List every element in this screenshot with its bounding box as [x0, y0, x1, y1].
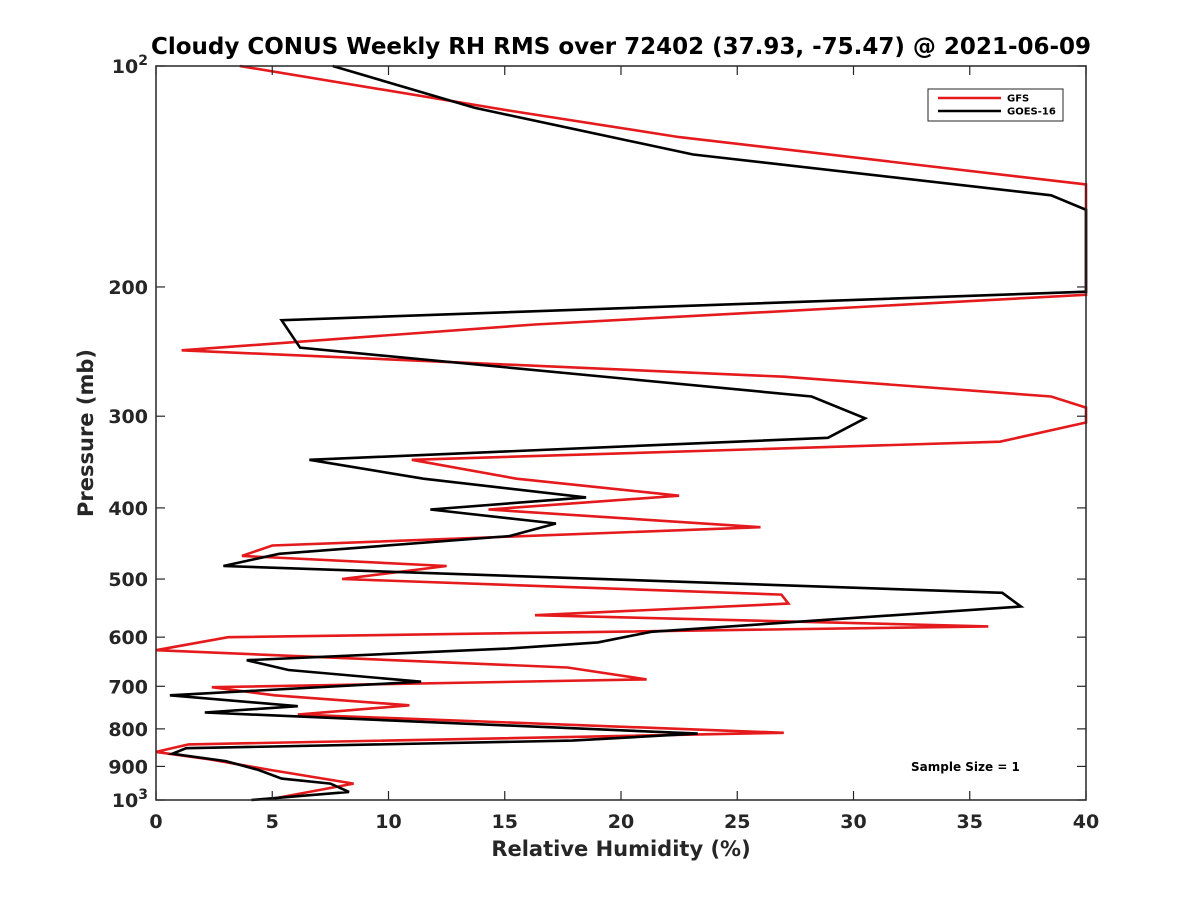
plot-frame — [155, 65, 1087, 801]
x-tick-label: 25 — [724, 811, 750, 833]
chart-title: Cloudy CONUS Weekly RH RMS over 72402 (3… — [151, 34, 1091, 60]
y-tick-label: 900 — [108, 756, 148, 778]
plot-lines — [155, 64, 1088, 802]
y-tick-label: 800 — [108, 719, 148, 741]
x-axis-label: Relative Humidity (%) — [491, 837, 750, 861]
y-tick-label: 200 — [108, 277, 148, 299]
y-tick-label: 400 — [108, 498, 148, 520]
y-tick-label: 600 — [108, 627, 148, 649]
x-tick-label: 35 — [957, 811, 983, 833]
sample-size-annotation: Sample Size = 1 — [911, 760, 1020, 774]
y-tick-label: 103 — [112, 787, 148, 812]
x-tick-label: 40 — [1073, 811, 1099, 833]
x-axis: 0 5 10 15 20 25 30 35 40 — [149, 66, 1099, 833]
y-tick-label: 500 — [108, 569, 148, 591]
x-tick-label: 10 — [375, 811, 401, 833]
x-tick-label: 20 — [608, 811, 634, 833]
x-tick-label: 30 — [840, 811, 866, 833]
legend-label-goes16: GOES-16 — [1007, 107, 1056, 118]
x-tick-label: 15 — [492, 811, 518, 833]
y-tick-label: 700 — [108, 676, 148, 698]
series-line-goes16 — [167, 64, 1088, 802]
y-axis: 102 200 300 400 500 600 700 800 900 103 — [108, 53, 1086, 812]
legend-box — [927, 88, 1064, 122]
y-axis-label: Pressure (mb) — [74, 349, 98, 517]
y-tick-label: 102 — [112, 53, 148, 78]
legend: GFS GOES-16 — [927, 88, 1064, 122]
x-tick-label: 5 — [266, 811, 279, 833]
legend-label-gfs: GFS — [1007, 94, 1029, 105]
x-tick-label: 0 — [149, 811, 162, 833]
y-tick-label: 300 — [108, 406, 148, 428]
